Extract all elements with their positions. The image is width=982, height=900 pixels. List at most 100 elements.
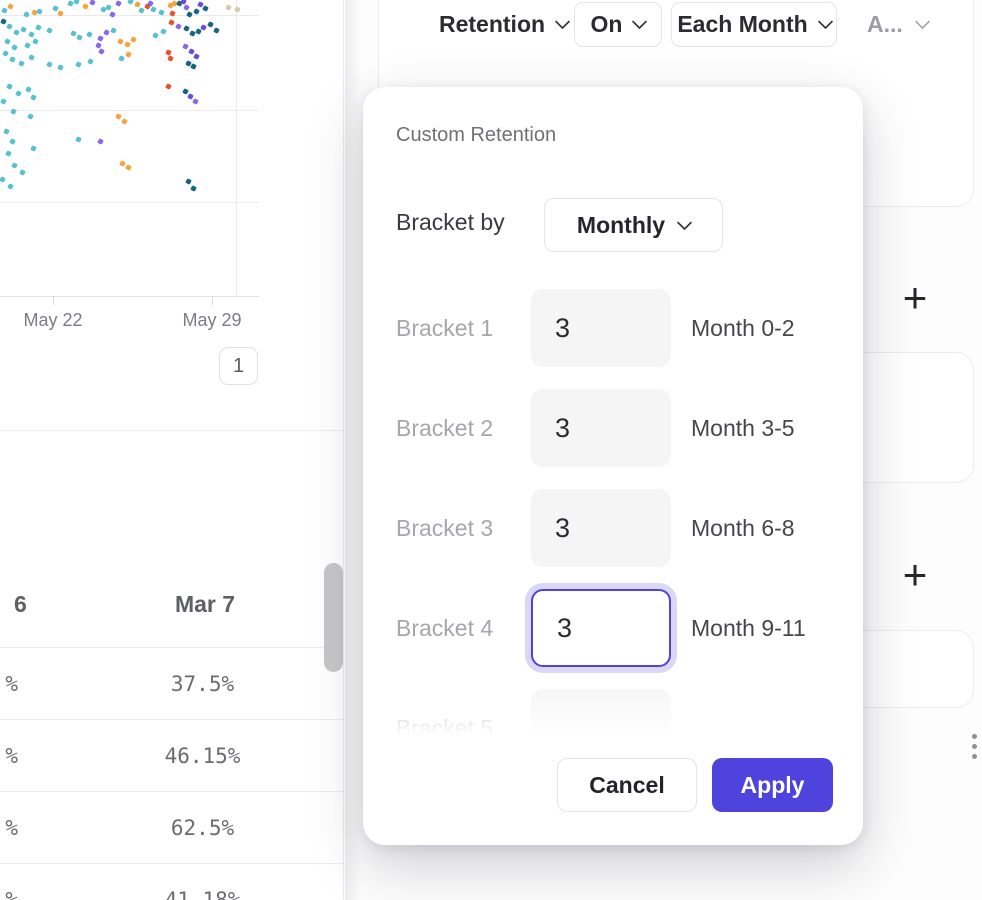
bracket-size-input[interactable] — [531, 289, 671, 367]
measurement-dropdown-label: Retention — [439, 11, 546, 37]
scatter-point — [103, 29, 110, 36]
pagination-page-button[interactable]: 1 — [219, 347, 258, 385]
chart-gridline — [0, 110, 259, 111]
bracket-row: Bracket 5 — [363, 689, 863, 747]
scatter-point — [110, 27, 117, 34]
scatter-point — [213, 27, 220, 34]
scatter-point — [13, 29, 20, 36]
chart-x-axis — [0, 296, 259, 297]
custom-retention-modal: Custom Retention Bracket by Monthly Brac… — [363, 87, 863, 845]
scatter-point — [4, 38, 11, 45]
period-dropdown-label: Each Month — [677, 11, 808, 37]
scatter-point — [160, 28, 167, 35]
scatter-point — [57, 64, 64, 71]
scatter-point — [86, 31, 93, 38]
bracket-range-label: Month 9-11 — [691, 614, 806, 641]
scatter-point — [24, 42, 31, 49]
scatter-point — [75, 61, 82, 68]
scatter-point — [10, 108, 17, 115]
scatter-point — [183, 25, 190, 32]
scatter-point — [152, 32, 159, 39]
card-menu-button[interactable] — [959, 723, 982, 769]
scatter-point — [2, 50, 9, 57]
chart-axis-tick — [53, 297, 54, 305]
scatter-point — [124, 41, 131, 48]
scatter-point — [7, 3, 14, 10]
bracket-label: Bracket 4 — [396, 614, 494, 641]
scatter-point — [183, 4, 190, 11]
scatter-point — [138, 7, 145, 14]
x-axis-tick-label: May 29 — [182, 310, 242, 330]
scatter-point — [15, 90, 22, 97]
scatter-point — [28, 31, 35, 38]
scatter-point — [97, 138, 104, 145]
scatter-point — [5, 150, 12, 157]
on-dropdown[interactable]: On — [574, 2, 662, 47]
scatter-point — [87, 58, 94, 65]
panel-left-shadow — [345, 0, 361, 900]
scatter-point — [35, 24, 42, 31]
scatter-point — [165, 83, 172, 90]
scatter-point — [76, 34, 83, 41]
table-cell-clipped: % — [5, 816, 18, 840]
bracket-row: Bracket 1 Month 0-2 — [363, 289, 863, 367]
scatter-point — [25, 86, 32, 93]
cancel-button[interactable]: Cancel — [557, 758, 697, 812]
bracket-by-dropdown-value: Monthly — [576, 211, 666, 238]
table-cell-value: 41.18% — [164, 888, 241, 900]
table-header-cell: Mar 7 — [174, 591, 236, 617]
scatter-point — [207, 21, 214, 28]
table-cell-value: 46.15% — [164, 744, 241, 768]
bracket-label: Bracket 3 — [396, 514, 494, 541]
bracket-size-input[interactable] — [531, 489, 671, 567]
bracket-size-input[interactable] — [531, 389, 671, 467]
scatter-point — [23, 11, 30, 18]
apply-button[interactable]: Apply — [712, 758, 833, 812]
period-dropdown[interactable]: Each Month — [671, 2, 837, 47]
table-cell-clipped: % — [5, 672, 18, 696]
scatter-point — [0, 98, 7, 105]
chevron-down-icon — [817, 13, 833, 30]
scatter-point — [82, 3, 89, 10]
bracket-range-label: Month 6-8 — [691, 514, 795, 541]
chart-gridline — [236, 0, 237, 296]
add-breakdown-button[interactable]: + — [902, 551, 928, 598]
chart-axis-tick — [212, 297, 213, 305]
scatter-point — [6, 23, 13, 30]
bracket-row: Bracket 3 Month 6-8 — [363, 489, 863, 567]
scatter-point — [117, 38, 124, 45]
scatter-point — [9, 56, 16, 63]
bracket-by-label: Bracket by — [396, 209, 505, 235]
truncated-dropdown[interactable]: A... — [867, 11, 931, 38]
scatter-point — [175, 23, 182, 30]
bracket-size-input[interactable] — [531, 689, 671, 747]
chevron-down-icon — [632, 13, 648, 30]
scatter-point — [19, 169, 26, 176]
scatter-point — [9, 138, 16, 145]
scatter-point — [7, 183, 14, 190]
scatter-point — [167, 55, 174, 62]
bracket-label: Bracket 2 — [396, 414, 494, 441]
scatter-point — [11, 162, 18, 169]
modal-title: Custom Retention — [396, 124, 557, 146]
scatter-point — [190, 63, 197, 70]
add-filter-button[interactable]: + — [902, 274, 928, 321]
scatter-point — [18, 60, 25, 67]
scatter-point — [89, 0, 96, 6]
panel-divider — [0, 430, 343, 431]
measurement-dropdown[interactable]: Retention — [439, 11, 571, 38]
scatter-point — [192, 98, 199, 105]
truncated-dropdown-label: A... — [867, 11, 903, 37]
x-axis-tick-label: May 22 — [23, 310, 83, 330]
bracket-by-dropdown[interactable]: Monthly — [544, 198, 723, 252]
scatter-point — [32, 38, 39, 45]
report-chart-panel: May 22 May 29 1 6 Mar 7 % 37.5%% 46.15%% 62.… — [0, 0, 344, 900]
vertical-scrollbar-thumb[interactable] — [324, 563, 343, 672]
table-header-cell: 6 — [14, 591, 27, 617]
scatter-point — [125, 51, 132, 58]
table-row: % 62.5% — [0, 792, 343, 864]
table-row: % 41.18% — [0, 864, 343, 900]
bracket-size-input[interactable] — [531, 589, 671, 667]
table-body: % 37.5%% 46.15%% 62.5%% 41.18% — [0, 648, 343, 900]
